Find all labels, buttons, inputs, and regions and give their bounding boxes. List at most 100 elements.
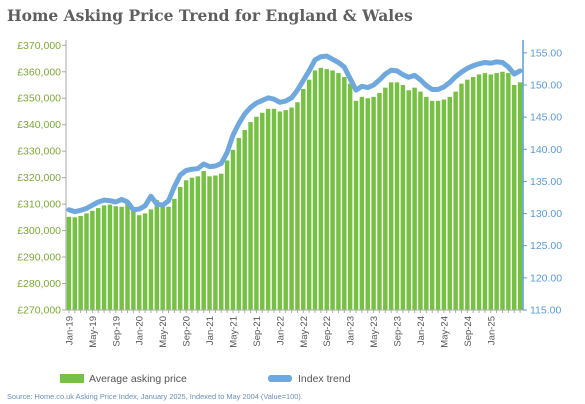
- x-tick-label: Sep-19: [111, 316, 122, 347]
- bar: [506, 73, 511, 310]
- bar: [383, 87, 388, 311]
- bar: [482, 73, 488, 310]
- bar: [283, 110, 288, 311]
- left-tick-label: £340,000: [17, 119, 61, 131]
- right-tick-label: 125.00: [530, 240, 562, 252]
- chart-title: Home Asking Price Trend for England & Wa…: [7, 6, 413, 25]
- legend-label-line: Index trend: [298, 373, 351, 385]
- bar: [242, 130, 247, 310]
- bar: [377, 92, 382, 310]
- x-tick-label: May-20: [158, 316, 169, 348]
- bar: [470, 77, 476, 310]
- left-tick-label: £300,000: [17, 225, 61, 237]
- x-tick-label: Jan-22: [275, 316, 286, 345]
- bar: [125, 202, 130, 310]
- bar: [435, 100, 441, 310]
- bar: [412, 87, 417, 311]
- bar: [289, 107, 294, 310]
- bar: [465, 79, 470, 311]
- bar: [119, 206, 124, 310]
- bar: [178, 186, 183, 310]
- bar: [107, 204, 113, 310]
- bar: [388, 82, 394, 310]
- bar-series: [66, 67, 523, 311]
- x-tick-label: Jan-23: [346, 316, 357, 345]
- bar: [353, 100, 359, 310]
- right-tick-label: 155.00: [530, 47, 562, 59]
- bar: [265, 108, 271, 310]
- bar: [459, 83, 464, 311]
- x-tick-label: May-19: [88, 316, 99, 348]
- bar: [342, 77, 347, 310]
- right-tick-label: 120.00: [530, 272, 562, 284]
- bar: [96, 208, 101, 310]
- right-tick-label: 145.00: [530, 112, 562, 124]
- left-tick-label: £370,000: [17, 40, 61, 52]
- legend-swatch-line: [268, 375, 292, 382]
- left-tick-label: £330,000: [17, 146, 61, 158]
- x-tick-label: Jan-25: [486, 316, 497, 345]
- left-tick-label: £360,000: [17, 66, 61, 78]
- bar: [318, 67, 324, 310]
- bar: [347, 83, 353, 311]
- x-tick-label: Jan-21: [205, 316, 216, 345]
- x-tick-label: Sep-23: [393, 316, 404, 347]
- left-tick-label: £310,000: [17, 199, 61, 211]
- bar: [429, 100, 435, 310]
- x-tick-label: May-24: [439, 316, 450, 348]
- x-tick-label: May-21: [228, 316, 239, 348]
- bar: [160, 202, 165, 310]
- bar: [494, 73, 499, 310]
- x-tick-label: Jan-19: [64, 316, 75, 345]
- right-axis-ticks: 115.00 120.00 125.00 130.00 135.00 140.00 145.…: [523, 47, 562, 317]
- bar: [166, 206, 171, 310]
- bar: [101, 205, 107, 310]
- bar: [230, 149, 236, 310]
- bar: [406, 90, 411, 310]
- bar: [207, 176, 212, 310]
- x-tick-label: May-22: [299, 316, 310, 348]
- bar: [418, 91, 423, 311]
- legend: Average asking price Index trend: [60, 373, 351, 385]
- x-tick-label: Sep-24: [463, 316, 474, 347]
- bar: [447, 96, 452, 310]
- bar: [306, 79, 312, 311]
- left-tick-label: £290,000: [17, 252, 61, 264]
- bar: [324, 69, 329, 311]
- bar: [142, 213, 148, 310]
- legend-swatch-bars: [60, 374, 84, 383]
- bar: [90, 210, 95, 310]
- left-axis-ticks: £270,000 £280,000 £290,000 £300,000 £310,000…: [17, 40, 66, 317]
- right-tick-label: 130.00: [530, 208, 562, 220]
- bar: [66, 216, 72, 310]
- bar: [84, 213, 89, 310]
- bar: [137, 215, 142, 310]
- bar: [72, 217, 78, 310]
- x-axis-ticks: Jan-19 May-19 Sep-19 Jan-20 May-20 Sep-20 Jan-…: [64, 310, 521, 348]
- left-tick-label: £320,000: [17, 172, 61, 184]
- bar: [511, 85, 517, 310]
- bar: [78, 216, 83, 310]
- bar: [113, 206, 119, 310]
- bar: [195, 176, 201, 310]
- bar: [517, 82, 523, 310]
- bar: [424, 96, 429, 310]
- bar: [189, 177, 195, 310]
- bar: [301, 88, 306, 310]
- bar: [213, 175, 218, 310]
- bar: [201, 171, 206, 310]
- x-tick-label: Sep-20: [182, 316, 193, 347]
- right-tick-label: 140.00: [530, 144, 562, 156]
- bar: [330, 70, 335, 310]
- x-tick-label: Sep-21: [252, 316, 263, 347]
- bar: [277, 111, 283, 310]
- x-tick-label: Sep-22: [322, 316, 333, 347]
- bar: [394, 82, 400, 310]
- legend-label-bars: Average asking price: [89, 373, 187, 385]
- bar: [260, 112, 265, 310]
- bar: [295, 102, 300, 311]
- bar: [500, 71, 505, 310]
- bar: [400, 85, 406, 310]
- bar: [488, 74, 493, 310]
